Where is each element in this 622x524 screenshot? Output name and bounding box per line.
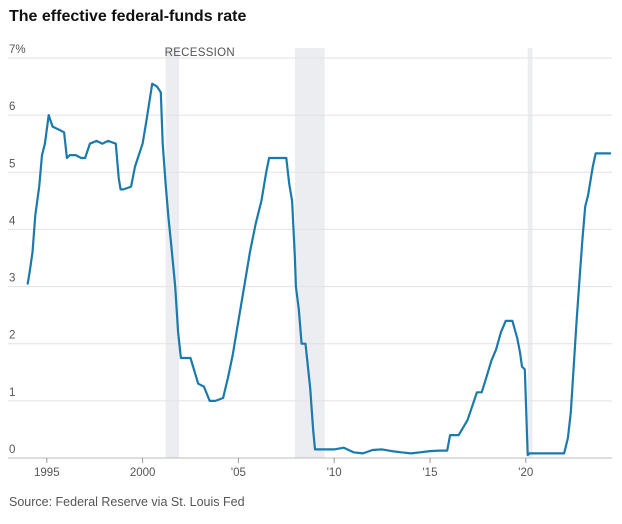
rate-chart: 0 1 2 3 4 5 6 7% 1995 2000 '05 '10 '15 '20 RECESSION <box>8 44 612 479</box>
y-tick-label-6: 6 <box>9 101 15 113</box>
y-tick-label-4: 4 <box>9 215 16 227</box>
y-tick-label-2: 2 <box>9 330 15 342</box>
y-tick-label-1: 1 <box>9 387 15 399</box>
x-tick-label-5: '20 <box>518 467 533 479</box>
recession-band-2 <box>527 48 533 458</box>
x-tick-label-2: '05 <box>231 467 246 479</box>
x-axis: 1995 2000 '05 '10 '15 '20 <box>34 458 533 479</box>
source-note: Source: Federal Reserve via St. Louis Fe… <box>9 495 245 509</box>
x-tick-label-1: 2000 <box>130 467 156 479</box>
series-lines <box>26 82 612 457</box>
y-tick-label-7: 7% <box>9 44 26 56</box>
recession-bands <box>165 48 533 458</box>
y-tick-label-0: 0 <box>9 444 15 456</box>
y-axis: 0 1 2 3 4 5 6 7% <box>9 44 26 456</box>
y-tick-label-3: 3 <box>9 273 15 285</box>
x-tick-label-0: 1995 <box>34 467 60 479</box>
x-tick-label-4: '15 <box>422 467 437 479</box>
chart-title: The effective federal-funds rate <box>9 8 247 25</box>
gridlines <box>8 57 612 459</box>
recession-label: RECESSION <box>165 47 235 59</box>
series-line-0 <box>26 82 612 457</box>
x-tick-label-3: '10 <box>327 467 342 479</box>
y-tick-label-5: 5 <box>9 158 15 170</box>
